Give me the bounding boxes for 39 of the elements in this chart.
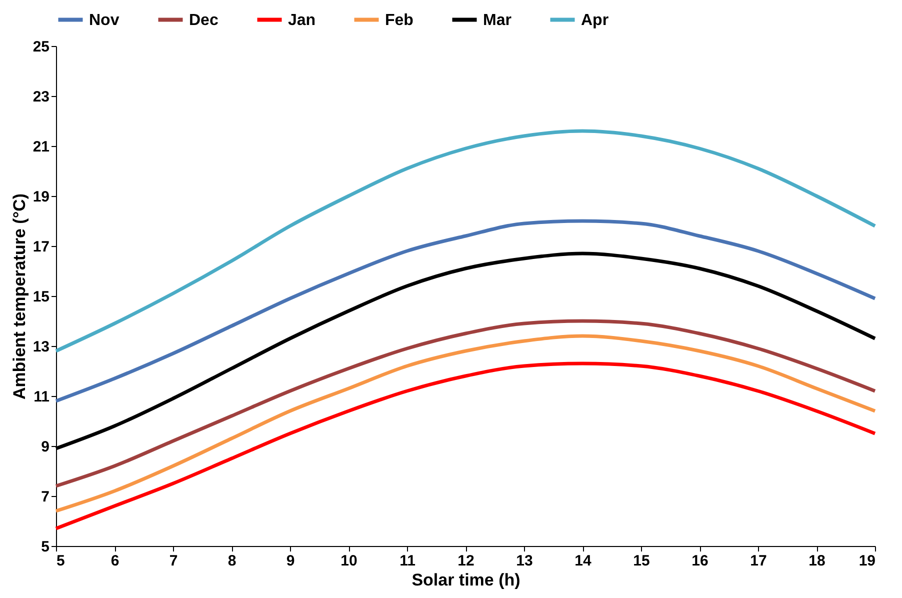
x-tick-label: 18 — [808, 552, 826, 570]
x-axis-title: Solar time (h) — [412, 570, 520, 590]
x-tick-label: 7 — [169, 552, 178, 570]
x-tick-label: 17 — [750, 552, 767, 570]
line-series — [54, 319, 877, 488]
y-tick-label: 5 — [41, 538, 50, 556]
y-tick-label: 11 — [34, 388, 50, 406]
y-tick-label: 13 — [32, 338, 50, 356]
line-series — [54, 362, 877, 530]
line-series — [54, 334, 877, 513]
x-tick-label: 10 — [340, 552, 358, 570]
y-tick-label: 7 — [41, 488, 50, 506]
x-tick-label: 16 — [692, 552, 708, 570]
x-tick-label: 15 — [633, 552, 650, 570]
line-series — [54, 219, 877, 403]
line-series — [54, 129, 877, 353]
x-tick-label: 6 — [110, 552, 120, 570]
y-tick-label: 17 — [32, 238, 50, 256]
legend-label: Feb — [385, 12, 414, 29]
x-tick-label: 12 — [458, 552, 474, 570]
y-tick-label: 23 — [32, 88, 50, 106]
x-tick-label: 11 — [400, 552, 416, 570]
x-tick-label: 5 — [56, 552, 65, 570]
x-tick-label: 13 — [516, 552, 533, 570]
y-tick-label: 21 — [32, 138, 50, 156]
legend-label: Dec — [189, 12, 218, 29]
legend-label: Nov — [89, 12, 120, 29]
y-tick-label: 15 — [32, 288, 50, 306]
y-tick-label: 9 — [41, 438, 50, 456]
y-tick-label: 19 — [32, 188, 50, 206]
x-tick-label: 8 — [228, 552, 236, 570]
x-tick-label: 14 — [574, 552, 592, 570]
x-tick-label: 9 — [286, 552, 295, 570]
y-tick-label: 25 — [32, 38, 50, 56]
legend-label: Mar — [483, 12, 512, 29]
y-axis-title: Ambient temperature (°C) — [10, 193, 29, 400]
legend-label: Jan — [288, 12, 316, 29]
x-tick-label: 19 — [858, 552, 876, 570]
legend-label: Apr — [581, 12, 609, 29]
